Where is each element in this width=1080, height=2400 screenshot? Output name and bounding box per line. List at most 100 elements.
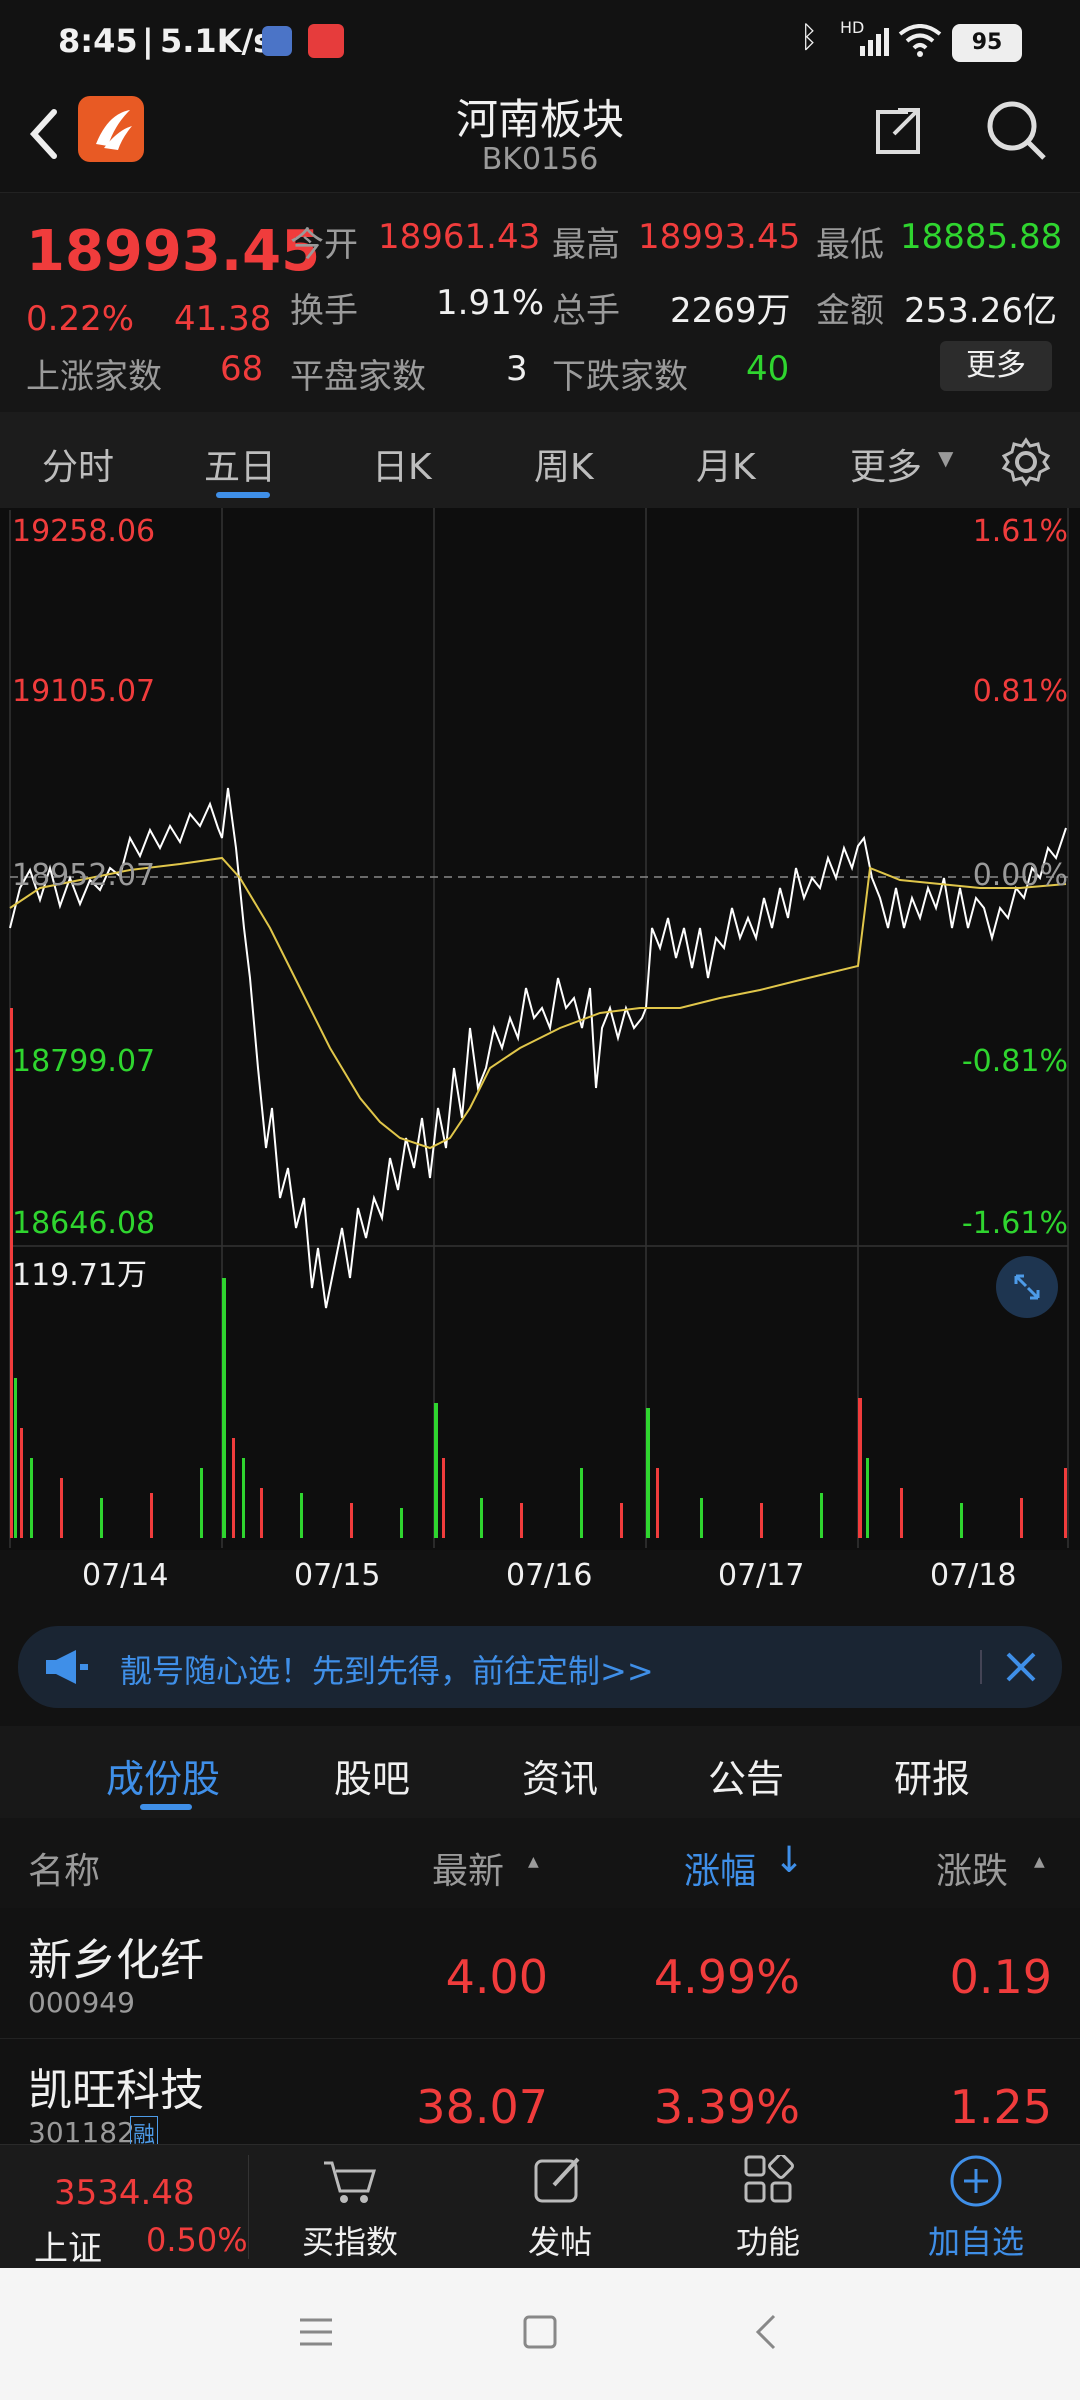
search-icon[interactable]	[984, 98, 1050, 168]
table-row[interactable]: 凯旺科技 301182 融 38.07 3.39% 1.25	[0, 2038, 1080, 2150]
high-label: 最高	[552, 225, 620, 265]
close-banner-icon[interactable]	[1002, 1648, 1040, 1690]
more-quote-button[interactable]: 更多	[940, 341, 1052, 391]
y-label-bottom: 18646.08	[12, 1206, 156, 1241]
tab-five-day[interactable]: 五日	[204, 447, 277, 488]
stock-code: 000949	[28, 1986, 135, 2019]
volume-value: 2269万	[670, 291, 791, 331]
nav-functions[interactable]: 功能	[690, 2145, 850, 2269]
stock-pct: 3.39%	[653, 2080, 800, 2134]
bluetooth-icon: ᛒ	[800, 20, 818, 55]
amount-value: 253.26亿	[904, 291, 1057, 331]
tab-forum[interactable]: 股吧	[334, 1757, 411, 1801]
battery-icon: 95	[952, 24, 1022, 62]
chart-grid	[9, 508, 1069, 1548]
menu-icon[interactable]	[298, 2316, 334, 2352]
tab-research[interactable]: 研报	[894, 1757, 971, 1801]
col-chg[interactable]: 涨跌	[936, 1851, 1009, 1892]
index-value: 3534.48	[54, 2173, 195, 2213]
low-label: 最低	[816, 225, 884, 265]
grid-icon	[744, 2153, 794, 2209]
back-icon[interactable]	[24, 104, 64, 168]
col-latest[interactable]: 最新	[432, 1851, 505, 1892]
pct-label-bottom: -1.61%	[961, 1206, 1068, 1241]
status-separator: |	[142, 22, 154, 60]
pct-label-top: 1.61%	[972, 514, 1068, 549]
price-change: 41.38	[174, 299, 272, 339]
open-value: 18961.43	[378, 217, 541, 257]
turnover-label: 换手	[290, 291, 358, 331]
app-notification-icon	[262, 26, 292, 56]
down-count: 40	[746, 349, 790, 389]
y-label-mid: 18952.07	[12, 858, 156, 893]
banner-divider	[980, 1650, 982, 1684]
volume-bars	[10, 1008, 1067, 1538]
home-icon[interactable]	[522, 2314, 558, 2354]
price-change-pct: 0.22%	[26, 299, 135, 339]
index-name: 上证	[34, 2229, 102, 2269]
hd-label: HD	[840, 18, 865, 37]
pct-label-2: 0.81%	[972, 674, 1068, 709]
promo-banner[interactable]: 靓号随心选！先到先得，前往定制>>	[18, 1626, 1062, 1708]
active-tab-indicator	[216, 492, 270, 498]
tab-news[interactable]: 资讯	[522, 1757, 599, 1801]
price-line	[9, 787, 1067, 1309]
nav-buy-index[interactable]: 买指数	[270, 2145, 430, 2269]
y-label-2: 19105.07	[12, 674, 156, 709]
stock-chg: 1.25	[949, 2080, 1052, 2134]
add-circle-icon	[948, 2153, 1004, 2213]
open-label: 今开	[290, 225, 358, 265]
page-title: 河南板块	[455, 95, 624, 144]
stock-name: 新乡化纤	[28, 1935, 204, 1986]
turnover-value: 1.91%	[436, 283, 545, 323]
up-count: 68	[220, 349, 264, 389]
chart-canvas	[9, 508, 1069, 1548]
down-count-label: 下跌家数	[552, 357, 688, 397]
stock-code: 301182	[28, 2116, 135, 2149]
status-speed: 5.1K/s	[160, 22, 273, 60]
megaphone-icon	[42, 1646, 90, 1692]
tab-components[interactable]: 成份股	[106, 1757, 221, 1801]
expand-chart-icon[interactable]	[996, 1256, 1058, 1318]
tab-more[interactable]: 更多	[850, 447, 923, 488]
table-row[interactable]: 新乡化纤 000949 4.00 4.99% 0.19	[0, 1908, 1080, 2039]
col-pct[interactable]: 涨幅	[684, 1851, 757, 1892]
banner-text[interactable]: 靓号随心选！先到先得，前往定制>>	[120, 1652, 654, 1690]
header: 河南板块 BK0156	[0, 86, 1080, 192]
component-tabs: 成份股 股吧 资讯 公告 研报	[0, 1726, 1080, 1818]
index-ticker[interactable]: 3534.48 上证 0.50%	[0, 2145, 248, 2269]
tab-daily-k[interactable]: 日K	[372, 447, 432, 488]
nav-label: 发帖	[528, 2223, 593, 2261]
app-logo-icon	[78, 96, 144, 162]
nav-post[interactable]: 发帖	[480, 2145, 640, 2269]
stock-latest: 38.07	[416, 2080, 548, 2134]
chart-tabs: 分时 五日 日K 周K 月K 更多 ▼	[0, 412, 1080, 508]
share-icon[interactable]	[868, 100, 928, 164]
news-app-icon	[308, 24, 344, 58]
settings-gear-icon[interactable]	[1000, 436, 1052, 492]
component-tab-indicator	[140, 1804, 192, 1810]
tab-announcements[interactable]: 公告	[708, 1757, 785, 1801]
nav-add-watchlist[interactable]: 加自选	[900, 2145, 1080, 2269]
date-label-3: 07/16	[506, 1558, 593, 1593]
high-value: 18993.45	[638, 217, 801, 257]
cart-icon	[320, 2155, 380, 2209]
table-header: 名称 最新 ▲ 涨幅 ↓ 涨跌 ▲	[0, 1818, 1080, 1908]
quote-panel: 18993.45 0.22% 41.38 上涨家数 68 今开 18961.43…	[0, 192, 1080, 414]
nav-divider	[248, 2155, 249, 2259]
tab-monthly-k[interactable]: 月K	[696, 447, 756, 488]
tab-weekly-k[interactable]: 周K	[534, 447, 594, 488]
sector-code: BK0156	[481, 142, 599, 177]
back-nav-icon[interactable]	[752, 2312, 782, 2356]
low-value: 18885.88	[900, 217, 1063, 257]
stock-chg: 0.19	[949, 1950, 1052, 2004]
volume-max-label: 119.71万	[12, 1258, 147, 1293]
up-count-label: 上涨家数	[26, 357, 162, 397]
stock-latest: 4.00	[445, 1950, 548, 2004]
dropdown-caret-icon: ▼	[938, 446, 954, 470]
volume-label: 总手	[552, 291, 620, 331]
stock-pct: 4.99%	[653, 1950, 800, 2004]
five-day-chart[interactable]: 19258.06 19105.07 18952.07 18799.07 1864…	[0, 508, 1080, 1593]
tab-intraday[interactable]: 分时	[42, 447, 115, 488]
status-time: 8:45	[58, 22, 138, 60]
